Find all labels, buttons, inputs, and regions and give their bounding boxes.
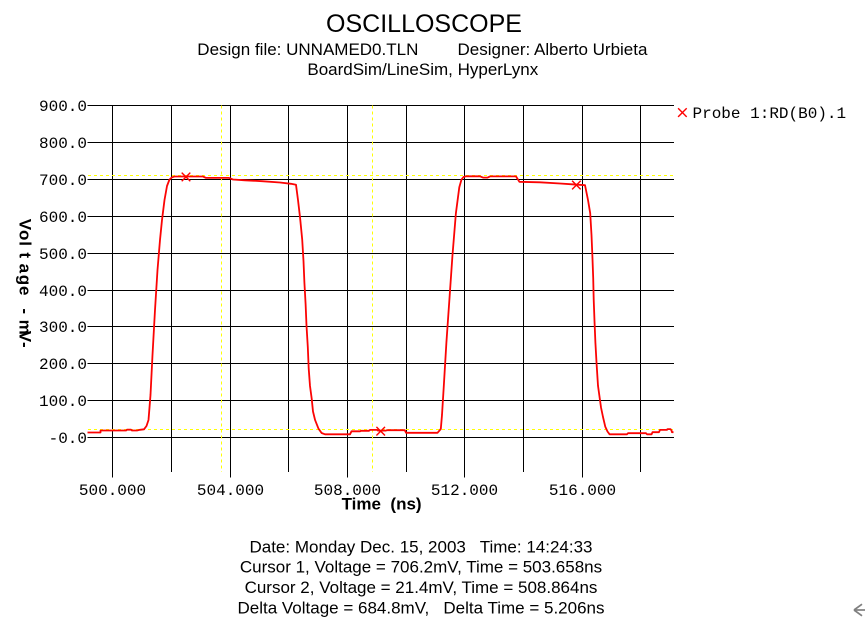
svg-text:516.000: 516.000 xyxy=(549,482,616,500)
svg-text:Delta Voltage = 684.8mV, Del: Delta Voltage = 684.8mV, Delta Time = 5.… xyxy=(238,598,605,617)
svg-text:Design file: UNNAMED0.TLN: Design file: UNNAMED0.TLN xyxy=(197,40,418,59)
svg-text:BoardSim/LineSim, HyperLynx: BoardSim/LineSim, HyperLynx xyxy=(307,60,538,79)
svg-text:504.000: 504.000 xyxy=(197,482,264,500)
svg-text:Time (ns): Time (ns) xyxy=(342,495,422,514)
svg-text:500.000: 500.000 xyxy=(79,482,146,500)
svg-text:600.0: 600.0 xyxy=(39,209,87,227)
svg-text:508.000: 508.000 xyxy=(314,482,381,500)
svg-text:Designer: Alberto Urbieta: Designer: Alberto Urbieta xyxy=(458,40,648,59)
svg-text:Cursor 2, Voltage = 21.4mV, Ti: Cursor 2, Voltage = 21.4mV, Time = 508.8… xyxy=(245,578,598,597)
svg-text:500.0: 500.0 xyxy=(39,246,87,264)
svg-text:200.0: 200.0 xyxy=(39,356,87,374)
svg-text:900.0: 900.0 xyxy=(39,98,87,116)
svg-text:Voltage -mV-: Voltage -mV- xyxy=(16,219,35,348)
svg-text:Cursor 1, Voltage = 706.2mV, T: Cursor 1, Voltage = 706.2mV, Time = 503.… xyxy=(240,558,602,577)
svg-text:Date: Monday Dec. 15, 2003 T: Date: Monday Dec. 15, 2003 Time: 14:24:3… xyxy=(249,538,592,557)
svg-text:300.0: 300.0 xyxy=(39,319,87,337)
svg-text:-0.0: -0.0 xyxy=(49,430,87,448)
svg-text:512.000: 512.000 xyxy=(431,482,498,500)
svg-text:OSCILLOSCOPE: OSCILLOSCOPE xyxy=(326,10,522,38)
svg-text:100.0: 100.0 xyxy=(39,393,87,411)
svg-text:400.0: 400.0 xyxy=(39,283,87,301)
svg-text:Probe 1:RD(B0).1: Probe 1:RD(B0).1 xyxy=(693,105,847,123)
svg-text:800.0: 800.0 xyxy=(39,135,87,153)
svg-text:700.0: 700.0 xyxy=(39,172,87,190)
